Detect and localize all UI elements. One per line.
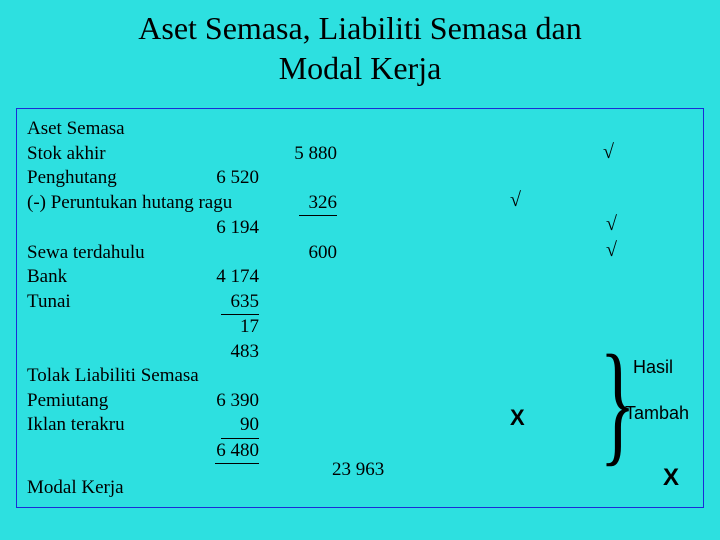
- x-icon: X: [510, 405, 525, 431]
- label: Sewa terdahulu: [27, 241, 207, 266]
- table-row: 6 480: [27, 439, 347, 465]
- value: 600: [267, 241, 337, 266]
- x-large-icon: X: [663, 464, 679, 492]
- check-icon: √: [603, 141, 614, 164]
- label: Bank: [27, 265, 207, 290]
- table-row: Aset Semasa: [27, 117, 347, 142]
- table-row: Stok akhir 5 880: [27, 142, 347, 167]
- label: Penghutang: [27, 166, 207, 191]
- label: Aset Semasa: [27, 117, 207, 142]
- value-underlined: 90: [221, 413, 259, 439]
- table-row: Iklan terakru 90: [27, 413, 347, 439]
- table-row: (-) Peruntukan hutang ragu 326: [27, 191, 347, 217]
- value-underlined: 6 480: [215, 439, 259, 465]
- check-icon: √: [606, 213, 617, 236]
- value: 5 880: [267, 142, 337, 167]
- value: 6 390: [207, 389, 267, 414]
- table-row: 17 483: [27, 315, 347, 364]
- check-icon: √: [606, 239, 617, 262]
- content-panel: Aset Semasa Stok akhir5 880 Penghutang6 …: [16, 108, 704, 508]
- title-line2: Modal Kerja: [279, 50, 442, 86]
- value: 6 520: [207, 166, 267, 191]
- table-row: Sewa terdahulu 600: [27, 241, 347, 266]
- value-underlined: 635: [221, 290, 260, 316]
- label: Iklan terakru: [27, 413, 207, 439]
- table-row: Bank4 174: [27, 265, 347, 290]
- modal-kerja-value: 23 963: [332, 459, 384, 481]
- label: Stok akhir: [27, 142, 207, 167]
- fin-table: Aset Semasa Stok akhir5 880 Penghutang6 …: [27, 117, 347, 501]
- label-hasil: Hasil: [633, 357, 673, 378]
- table-row: Tunai 635: [27, 290, 347, 316]
- label: Pemiutang: [27, 389, 207, 414]
- value-underlined: 326: [299, 191, 337, 217]
- value: 17 483: [207, 315, 267, 364]
- table-row: Penghutang6 520: [27, 166, 347, 191]
- label: (-) Peruntukan hutang ragu: [27, 191, 267, 217]
- table-row: Modal Kerja: [27, 476, 347, 501]
- check-icon: √: [510, 189, 521, 212]
- table-row: 6 194: [27, 216, 347, 241]
- title-line1: Aset Semasa, Liabiliti Semasa dan: [138, 10, 581, 46]
- value: 4 174: [207, 265, 267, 290]
- table-row: Tolak Liabiliti Semasa: [27, 364, 347, 389]
- label-tambah: Tambah: [625, 403, 689, 424]
- table-row: Pemiutang6 390: [27, 389, 347, 414]
- slide-title: Aset Semasa, Liabiliti Semasa dan Modal …: [0, 0, 720, 88]
- label: Modal Kerja: [27, 476, 207, 501]
- label: Tunai: [27, 290, 207, 316]
- label: Tolak Liabiliti Semasa: [27, 364, 267, 389]
- value: 6 194: [207, 216, 267, 241]
